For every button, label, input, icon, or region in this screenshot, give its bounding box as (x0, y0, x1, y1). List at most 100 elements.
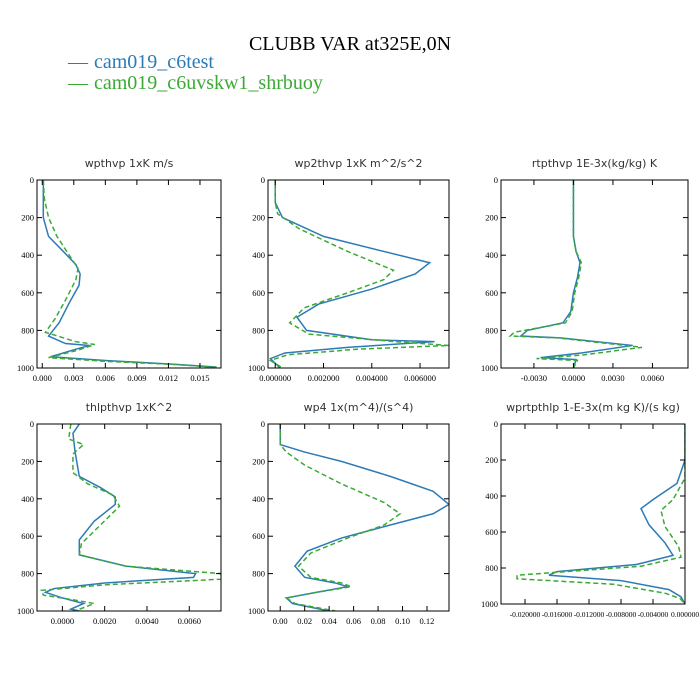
y-tick-label: 200 (252, 213, 265, 223)
legend-label-1: cam019_c6test (94, 51, 214, 73)
y-tick-label: 200 (485, 213, 498, 223)
x-tick-label: 0.009 (127, 373, 146, 383)
panel-5: wp4 1x(m^4)/(s^4) 0.00 0.02 0.04 0.06 0.08 0.1… (248, 401, 450, 626)
series-line-c6test (42, 180, 216, 368)
legend-entry-2: — cam019_c6uvskw1_shrbuoy (67, 72, 323, 94)
x-tick-label: 0.06 (346, 616, 361, 626)
x-tick-label: 0.0020 (93, 616, 116, 626)
x-tick-label: 0.003 (64, 373, 83, 383)
x-tick-label: -0.020000 (510, 610, 541, 619)
x-tick-label: -0.016000 (542, 610, 573, 619)
y-tick-label: 800 (21, 325, 34, 335)
x-tick-label: 0.000000 (671, 610, 699, 619)
x-tick-label: 0.0000 (562, 373, 585, 383)
y-tick-label: 600 (252, 288, 265, 298)
x-tick-label: 0.12 (420, 616, 435, 626)
y-tick-label: 400 (21, 494, 34, 504)
panels: wpthvp 1xK m/s0.000 0.003 0.006 0.009 0.012 0… (17, 157, 699, 626)
y-tick-label: 600 (21, 531, 34, 541)
panel-title: wprtpthlp 1-E-3x(m kg K)/(s kg) (506, 401, 680, 414)
y-tick-label: 0 (494, 175, 498, 185)
y-tick-label: 200 (252, 456, 265, 466)
x-tick-label: 0.012 (159, 373, 178, 383)
x-tick-label: 0.02 (297, 616, 312, 626)
series-line-c6test (279, 424, 449, 611)
x-tick-label: 0.015 (190, 373, 209, 383)
y-tick-label: 600 (252, 531, 265, 541)
series-line-c6test (518, 180, 633, 368)
figure-title: CLUBB VAR at325E,0N (249, 33, 451, 55)
x-tick-label: -0.004000 (638, 610, 669, 619)
panel-title: wp4 1x(m^4)/(s^4) (304, 401, 414, 414)
legend: — cam019_c6test — cam019_c6uvskw1_shrbuoy (67, 51, 323, 94)
y-tick-label: 600 (21, 288, 34, 298)
y-tick-label: 400 (252, 250, 265, 260)
y-tick-label: 1000 (17, 606, 34, 616)
y-tick-label: 1000 (248, 606, 265, 616)
x-tick-label: 0.004000 (356, 373, 388, 383)
y-tick-label: 600 (485, 288, 498, 298)
x-tick-label: 0.0060 (178, 616, 201, 626)
y-tick-label: 800 (485, 563, 498, 573)
y-tick-label: 200 (485, 455, 498, 465)
x-tick-label: 0.002000 (308, 373, 340, 383)
x-tick-label: -0.008000 (606, 610, 637, 619)
legend-line-symbol-1: — (67, 51, 89, 73)
x-tick-label: -0.0030 (521, 373, 547, 383)
series-line-c6uvskw1-shrbuoy (268, 180, 449, 368)
panel-2: wp2thvp 1xK m^2/s^2 0.000000 0.002000 0.004… (248, 157, 450, 383)
panel-title: wpthvp 1xK m/s (85, 157, 174, 170)
x-tick-label: 0.0040 (135, 616, 158, 626)
x-tick-label: -0.012000 (574, 610, 605, 619)
panel-3: rtpthvp 1E-3x(kg/kg) K -0.0030 0.0000 0.003… (481, 157, 689, 383)
y-tick-label: 0 (30, 419, 34, 429)
series-line-c6uvskw1-shrbuoy (42, 180, 219, 368)
panel-title: wp2thvp 1xK m^2/s^2 (294, 157, 422, 170)
series-line-c6uvskw1-shrbuoy (279, 424, 402, 611)
y-tick-label: 400 (485, 491, 498, 501)
x-tick-label: 0.0030 (601, 373, 624, 383)
y-tick-label: 800 (252, 569, 265, 579)
panel-title: rtpthvp 1E-3x(kg/kg) K (532, 157, 658, 170)
plot-frame (267, 423, 450, 612)
x-tick-label: 0.0060 (641, 373, 664, 383)
x-tick-label: 0.08 (371, 616, 386, 626)
x-tick-label: 0.10 (395, 616, 410, 626)
series-line-c6uvskw1-shrbuoy (40, 424, 221, 611)
series-line-c6test (548, 424, 685, 604)
plot-frame (36, 179, 222, 369)
y-tick-label: 0 (30, 175, 34, 185)
legend-label-2: cam019_c6uvskw1_shrbuoy (94, 72, 323, 94)
x-tick-label: 0.0000 (51, 616, 74, 626)
y-tick-label: 0 (494, 419, 498, 429)
y-tick-label: 400 (252, 494, 265, 504)
x-tick-label: 0.006000 (404, 373, 436, 383)
plot-frame (500, 423, 686, 605)
x-tick-label: 0.00 (273, 616, 288, 626)
panel-title: thlpthvp 1xK^2 (86, 401, 173, 414)
y-tick-label: 200 (21, 456, 34, 466)
y-tick-label: 1000 (248, 363, 265, 373)
plot-frame (500, 179, 689, 369)
x-tick-label: 0.006 (96, 373, 115, 383)
series-line-c6uvskw1-shrbuoy (508, 180, 643, 368)
y-tick-label: 400 (485, 250, 498, 260)
series-line-c6test (43, 424, 197, 611)
series-line-c6uvskw1-shrbuoy (516, 424, 685, 604)
y-tick-label: 200 (21, 213, 34, 223)
series-line-c6test (269, 180, 435, 368)
plot-frame (267, 179, 450, 369)
x-tick-label: 0.000 (33, 373, 52, 383)
y-tick-label: 1000 (481, 363, 498, 373)
y-tick-label: 0 (261, 175, 265, 185)
legend-line-symbol-2: — (67, 72, 89, 94)
y-tick-label: 1000 (481, 599, 498, 609)
y-tick-label: 0 (261, 419, 265, 429)
x-tick-label: 0.04 (322, 616, 338, 626)
panel-6: wprtpthlp 1-E-3x(m kg K)/(s kg) -0.020000… (481, 401, 699, 619)
y-tick-label: 1000 (17, 363, 34, 373)
x-tick-label: 0.000000 (259, 373, 291, 383)
panel-1: wpthvp 1xK m/s 0.000 0.003 0.006 0.009 0.012 0… (17, 157, 222, 383)
